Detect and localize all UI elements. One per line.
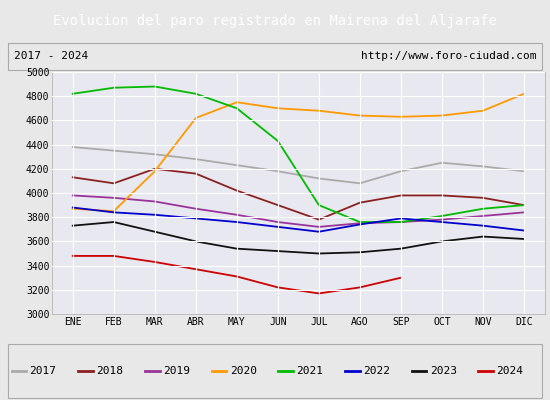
Text: 2019: 2019	[163, 366, 190, 376]
Text: 2018: 2018	[96, 366, 123, 376]
Text: http://www.foro-ciudad.com: http://www.foro-ciudad.com	[361, 51, 536, 61]
Text: 2021: 2021	[296, 366, 323, 376]
Text: 2017: 2017	[30, 366, 57, 376]
Text: Evolucion del paro registrado en Mairena del Aljarafe: Evolucion del paro registrado en Mairena…	[53, 14, 497, 28]
Text: 2020: 2020	[230, 366, 257, 376]
Text: 2023: 2023	[430, 366, 456, 376]
Text: 2024: 2024	[497, 366, 524, 376]
Text: 2017 - 2024: 2017 - 2024	[14, 51, 88, 61]
Text: 2022: 2022	[363, 366, 390, 376]
